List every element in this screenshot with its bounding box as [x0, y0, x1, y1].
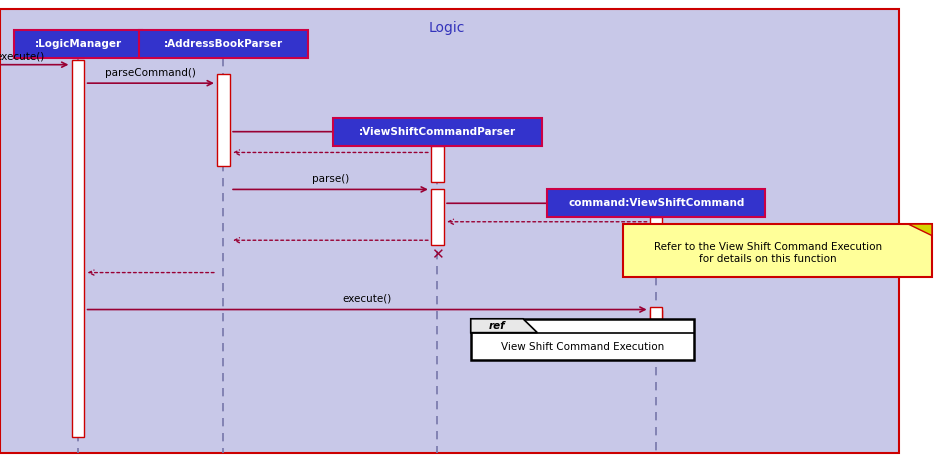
- Text: :AddressBookParser: :AddressBookParser: [164, 39, 283, 49]
- Text: View Shift Command Execution: View Shift Command Execution: [501, 341, 664, 352]
- Bar: [432, 189, 443, 245]
- Text: execute(): execute(): [0, 52, 45, 62]
- Bar: [471, 319, 694, 360]
- Text: ref: ref: [489, 321, 505, 331]
- Bar: [217, 74, 229, 166]
- Bar: [432, 146, 443, 182]
- Polygon shape: [908, 224, 932, 236]
- Text: command:ViewShiftCommand: command:ViewShiftCommand: [568, 198, 745, 208]
- Text: :LogicManager: :LogicManager: [34, 39, 122, 49]
- Text: parse(): parse(): [312, 174, 349, 184]
- Bar: [650, 310, 663, 328]
- Text: execute(): execute(): [342, 294, 392, 304]
- Bar: [333, 118, 542, 146]
- Bar: [547, 189, 765, 217]
- Text: for details on this function: for details on this function: [699, 254, 837, 264]
- Text: ✕: ✕: [431, 247, 444, 261]
- Text: :ViewShiftCommandParser: :ViewShiftCommandParser: [359, 127, 516, 137]
- Bar: [72, 60, 84, 437]
- Bar: [139, 30, 308, 58]
- Bar: [650, 307, 663, 319]
- Polygon shape: [471, 319, 537, 333]
- Bar: [13, 30, 143, 58]
- Text: parseCommand(): parseCommand(): [106, 67, 196, 78]
- Text: Logic: Logic: [429, 21, 465, 35]
- Bar: [650, 217, 663, 236]
- Text: Refer to the View Shift Command Execution: Refer to the View Shift Command Executio…: [654, 242, 882, 252]
- Bar: [623, 224, 932, 277]
